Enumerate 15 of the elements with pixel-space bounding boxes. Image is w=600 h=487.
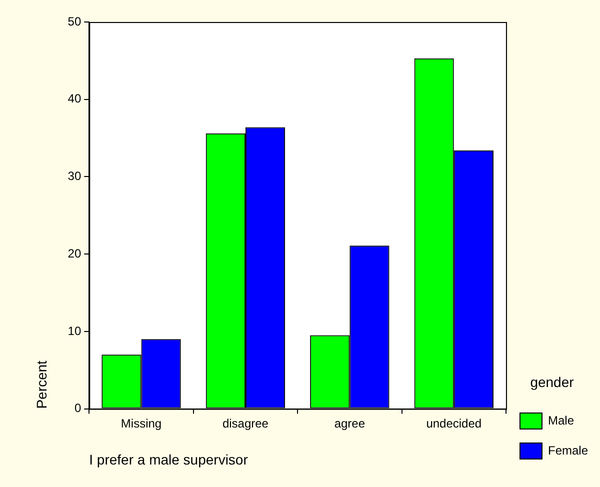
x-tick-label: disagree <box>222 416 269 430</box>
legend-title: gender <box>530 374 574 390</box>
y-axis-title: Percent <box>33 360 50 409</box>
y-tick-label: 30 <box>68 169 82 184</box>
legend-label: Female <box>548 443 588 458</box>
y-tick-label: 20 <box>68 246 82 260</box>
x-tick-label: Missing <box>120 416 162 430</box>
x-tick-label: agree <box>334 416 366 430</box>
y-tick-label: 0 <box>74 401 82 416</box>
y-tick-label: 40 <box>68 92 82 106</box>
x-tick-label: undecided <box>426 416 482 430</box>
legend-label: Male <box>548 413 574 428</box>
x-axis-title: I prefer a male supervisor <box>89 451 248 468</box>
y-tick-label: 10 <box>68 324 82 338</box>
y-tick-label: 50 <box>68 14 82 28</box>
